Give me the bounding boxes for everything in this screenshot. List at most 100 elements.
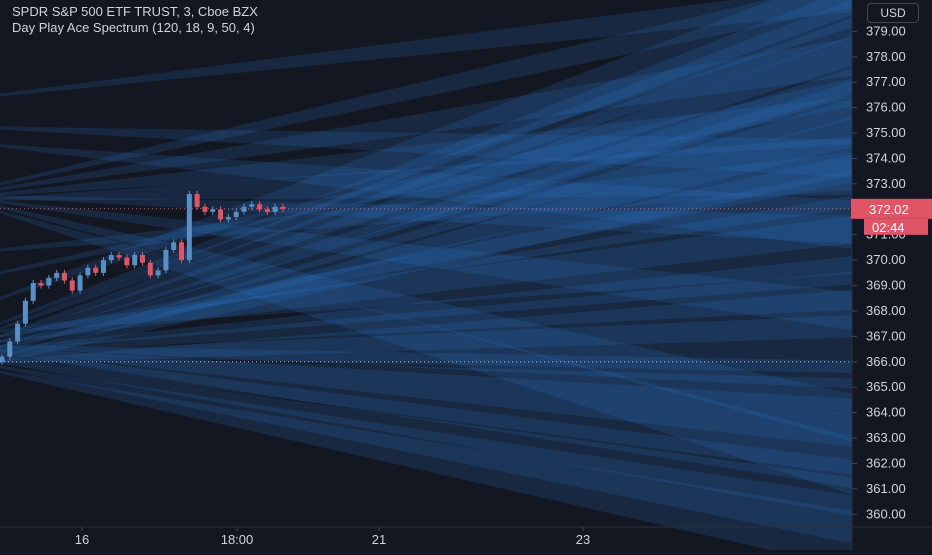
candle-body: [0, 356, 5, 362]
y-tick-label: 377.00: [866, 74, 906, 89]
chart-legend: SPDR S&P 500 ETF TRUST, 3, Cboe BZX Day …: [12, 4, 258, 36]
y-tick-label: 378.00: [866, 49, 906, 64]
y-tick-label: 368.00: [866, 303, 906, 318]
spectrum-ray: [0, 68, 852, 349]
candle-body: [179, 242, 185, 261]
symbol-title[interactable]: SPDR S&P 500 ETF TRUST, 3, Cboe BZX: [12, 4, 258, 19]
spectrum-ray: [0, 137, 852, 201]
y-tick-label: 369.00: [866, 278, 906, 293]
price-candles: [0, 191, 286, 365]
spectrum-ray: [0, 210, 852, 496]
y-tick-label: 375.00: [866, 125, 906, 140]
candle-body: [38, 283, 44, 286]
y-tick-label: 376.00: [866, 100, 906, 115]
candle-body: [218, 209, 224, 220]
x-tick-label: 16: [75, 532, 89, 547]
candle-body: [54, 272, 60, 278]
candle-body: [116, 255, 122, 258]
y-tick-label: 360.00: [866, 506, 906, 521]
y-tick-label: 366.00: [866, 354, 906, 369]
candle-body: [225, 216, 231, 220]
y-tick-label: 361.00: [866, 481, 906, 496]
candle-body: [280, 206, 286, 209]
candle-body: [147, 262, 153, 276]
candle-body: [140, 255, 145, 263]
spectrum-ray: [0, 78, 852, 275]
spectrum-ray: [0, 360, 852, 516]
candle-body: [77, 275, 83, 291]
spectrum-ray: [0, 256, 852, 351]
spectrum-ray: [0, 144, 852, 249]
spectrum-ray: [0, 200, 852, 330]
candle-body: [93, 267, 99, 273]
candle-body: [257, 204, 263, 210]
spectrum-rays: [0, 0, 852, 555]
y-tick-label: 373.00: [866, 176, 906, 191]
x-tick-label: 21: [372, 532, 386, 547]
candle-body: [7, 341, 13, 357]
y-tick-label: 363.00: [866, 430, 906, 445]
spectrum-ray: [0, 169, 852, 338]
spectrum-ray: [0, 17, 852, 338]
spectrum-ray: [0, 35, 852, 343]
spectrum-ray: [0, 126, 852, 178]
y-tick-label: 370.00: [866, 252, 906, 267]
spectrum-ray: [0, 350, 852, 488]
candle-body: [194, 194, 200, 207]
spectrum-ray: [0, 347, 852, 447]
spectrum-ray: [0, 205, 852, 442]
candle-body: [272, 206, 278, 212]
spectrum-ray: [0, 195, 852, 343]
candle-body: [210, 209, 216, 212]
candle-body: [46, 277, 52, 286]
candle-body: [249, 204, 255, 207]
spectrum-ray: [0, 315, 852, 374]
candle-body: [186, 194, 192, 261]
last-price-tag: [851, 198, 932, 219]
countdown-label: 02:44: [872, 220, 905, 235]
candle-body: [22, 300, 28, 324]
candle-body: [30, 283, 36, 301]
countdown-tag: [864, 218, 928, 235]
y-tick-label: 365.00: [866, 379, 906, 394]
spectrum-ray: [0, 0, 852, 326]
candle-body: [163, 249, 169, 271]
candle-body: [155, 270, 161, 276]
candle-body: [202, 206, 208, 212]
spectrum-ray: [0, 0, 852, 97]
x-tick-label: 23: [576, 532, 590, 547]
spectrum-ray: [0, 271, 852, 354]
spectrum-ray: [0, 357, 852, 475]
candle-body: [241, 206, 247, 212]
spectrum-ray: [0, 215, 852, 333]
spectrum-ray: [0, 289, 852, 364]
x-tick-label: 18:00: [221, 532, 254, 547]
spectrum-ray: [0, 355, 852, 417]
last-price-label: 372.02: [869, 202, 909, 217]
indicator-title[interactable]: Day Play Ace Spectrum (120, 18, 9, 50, 4…: [12, 20, 255, 35]
spectrum-ray: [0, 154, 852, 349]
candle-body: [171, 242, 177, 250]
y-tick-label: 362.00: [866, 455, 906, 470]
y-tick-label: 367.00: [866, 328, 906, 343]
candle-body: [264, 209, 270, 212]
spectrum-ray: [0, 98, 852, 359]
spectrum-ray: [0, 0, 852, 186]
spectrum-ray: [0, 365, 852, 544]
candle-body: [69, 280, 75, 291]
y-tick-label: 379.00: [866, 23, 906, 38]
y-tick-label: 364.00: [866, 405, 906, 420]
y-tick-label: 374.00: [866, 150, 906, 165]
candle-body: [85, 267, 91, 276]
candle-body: [61, 272, 67, 281]
spectrum-ray: [0, 370, 852, 555]
currency-button[interactable]: USD: [867, 3, 919, 23]
spectrum-ray: [0, 152, 852, 252]
spectrum-ray: [0, 37, 852, 191]
spectrum-ray: [0, 116, 852, 364]
spectrum-ray: [0, 0, 852, 300]
candle-body: [132, 255, 138, 266]
